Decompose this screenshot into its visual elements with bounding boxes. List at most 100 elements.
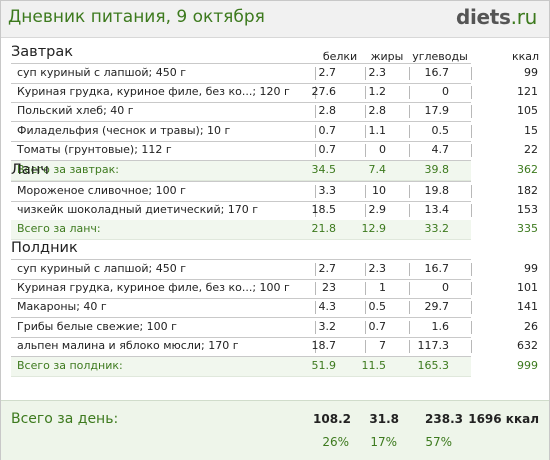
column-divider	[409, 105, 410, 118]
food-row[interactable]: чизкейк шоколадный диетический; 170 г 18.…	[11, 201, 538, 221]
food-row[interactable]: Макароны; 40 г 4.3 0.5 29.7 141	[11, 298, 538, 318]
column-divider	[365, 301, 366, 314]
value-kcal: 141	[517, 300, 538, 313]
value-carbs: 33.2	[424, 222, 450, 235]
food-name[interactable]: чизкейк шоколадный диетический; 170 г	[17, 202, 259, 216]
column-divider	[409, 281, 410, 295]
value-carbs: 16.7	[424, 262, 450, 275]
value-protein: 3.3	[318, 184, 337, 197]
value-protein: 27.6	[311, 84, 337, 98]
food-name[interactable]: Куриная грудка, куриное филе, без ко...;…	[17, 280, 290, 294]
column-divider	[315, 281, 316, 295]
column-divider	[409, 144, 410, 157]
header-bar: Дневник питания, 9 октября diets.ru	[1, 1, 549, 38]
column-divider	[409, 301, 410, 314]
value-protein: 34.5	[311, 162, 337, 176]
site-logo[interactable]: diets.ru	[456, 5, 537, 29]
day-pct-protein: 26%	[322, 435, 349, 449]
value-protein: 3.2	[318, 319, 337, 333]
col-header-carbs: углеводы	[412, 50, 468, 63]
day-total-panel: Всего за день: 108.2 31.8 238.3 1696 кка…	[1, 400, 549, 460]
food-row[interactable]: Мороженое сливочное; 100 г 3.3 10 19.8 182	[11, 181, 538, 202]
value-fat: 0	[379, 143, 386, 156]
food-row[interactable]: Томаты (грунтовые); 112 г 0.7 0 4.7 22	[11, 141, 538, 161]
food-name[interactable]: альпен малина и яблоко мюсли; 170 г	[17, 339, 239, 352]
value-kcal: 101	[517, 280, 538, 294]
value-fat: 2.3	[368, 262, 387, 275]
logo-tld: .ru	[510, 5, 538, 29]
section-title: Полдник	[11, 240, 78, 256]
food-row[interactable]: Куриная грудка, куриное филе, без ко...;…	[11, 279, 538, 299]
food-row[interactable]: Куриная грудка, куриное филе, без ко...;…	[11, 83, 538, 103]
value-kcal: 121	[517, 84, 538, 98]
col-header-kcal: ккал	[511, 50, 539, 63]
value-carbs: 13.4	[424, 202, 450, 216]
column-divider	[365, 67, 366, 80]
column-divider	[409, 340, 410, 353]
column-divider	[409, 85, 410, 99]
value-carbs: 4.7	[431, 143, 450, 156]
value-kcal: 22	[524, 143, 538, 156]
column-divider	[471, 144, 472, 157]
column-divider	[315, 203, 316, 217]
column-divider	[365, 281, 366, 295]
column-divider	[471, 340, 472, 353]
column-divider	[471, 203, 472, 217]
column-divider	[409, 67, 410, 80]
food-name[interactable]: Куриная грудка, куриное филе, без ко...;…	[17, 84, 290, 98]
column-divider	[471, 281, 472, 295]
column-divider	[365, 124, 366, 138]
value-protein: 2.7	[318, 66, 337, 79]
value-carbs: 17.9	[424, 104, 450, 117]
value-kcal: 335	[517, 222, 538, 235]
column-divider	[365, 105, 366, 118]
section-total-row: Всего за полдник: 51.9 11.5 165.3 999	[11, 356, 538, 377]
col-header-protein: белки	[322, 50, 358, 63]
value-kcal: 182	[517, 184, 538, 197]
value-fat: 7	[379, 339, 386, 352]
value-carbs: 165.3	[417, 358, 450, 372]
value-protein: 23	[322, 280, 336, 294]
food-name[interactable]: Макароны; 40 г	[17, 300, 107, 313]
food-name[interactable]: Томаты (грунтовые); 112 г	[17, 143, 172, 156]
day-total-protein: 108.2	[313, 412, 351, 426]
value-carbs: 0.5	[431, 123, 450, 137]
food-row[interactable]: суп куриный с лапшой; 450 г 2.7 2.3 16.7 99	[11, 259, 538, 280]
food-name[interactable]: суп куриный с лапшой; 450 г	[17, 262, 186, 275]
value-carbs: 117.3	[417, 339, 450, 352]
food-row[interactable]: Филадельфия (чеснок и травы); 10 г 0.7 1.1…	[11, 122, 538, 142]
day-total-carbs: 238.3	[425, 412, 463, 426]
value-kcal: 105	[517, 104, 538, 117]
column-divider	[471, 185, 472, 198]
value-kcal: 362	[517, 162, 538, 176]
food-row[interactable]: Грибы белые свежие; 100 г 3.2 0.7 1.6 26	[11, 318, 538, 338]
food-name[interactable]: Польский хлеб; 40 г	[17, 104, 134, 117]
column-divider	[365, 144, 366, 157]
value-fat: 12.9	[361, 222, 387, 235]
column-divider	[315, 105, 316, 118]
value-kcal: 99	[524, 66, 538, 79]
food-name[interactable]: Мороженое сливочное; 100 г	[17, 184, 186, 197]
column-divider	[409, 320, 410, 334]
food-name[interactable]: суп куриный с лапшой; 450 г	[17, 66, 186, 79]
column-divider	[471, 263, 472, 276]
value-protein: 18.5	[311, 202, 337, 216]
food-name[interactable]: Грибы белые свежие; 100 г	[17, 319, 177, 333]
food-row[interactable]: альпен малина и яблоко мюсли; 170 г 18.7 7…	[11, 337, 538, 357]
column-divider	[315, 185, 316, 198]
food-row[interactable]: Польский хлеб; 40 г 2.8 2.8 17.9 105	[11, 102, 538, 122]
value-carbs: 0	[442, 84, 449, 98]
column-divider	[315, 320, 316, 334]
column-divider	[365, 340, 366, 353]
value-fat: 11.5	[361, 358, 387, 372]
column-divider	[315, 340, 316, 353]
food-row[interactable]: суп куриный с лапшой; 450 г 2.7 2.3 16.7 99	[11, 63, 538, 84]
day-total-label: Всего за день:	[11, 411, 119, 427]
food-name[interactable]: Филадельфия (чеснок и травы); 10 г	[17, 123, 231, 137]
column-divider	[365, 85, 366, 99]
day-pct-carbs: 57%	[425, 435, 452, 449]
value-carbs: 39.8	[424, 162, 450, 176]
value-fat: 2.8	[368, 104, 387, 117]
value-fat: 2.3	[368, 66, 387, 79]
